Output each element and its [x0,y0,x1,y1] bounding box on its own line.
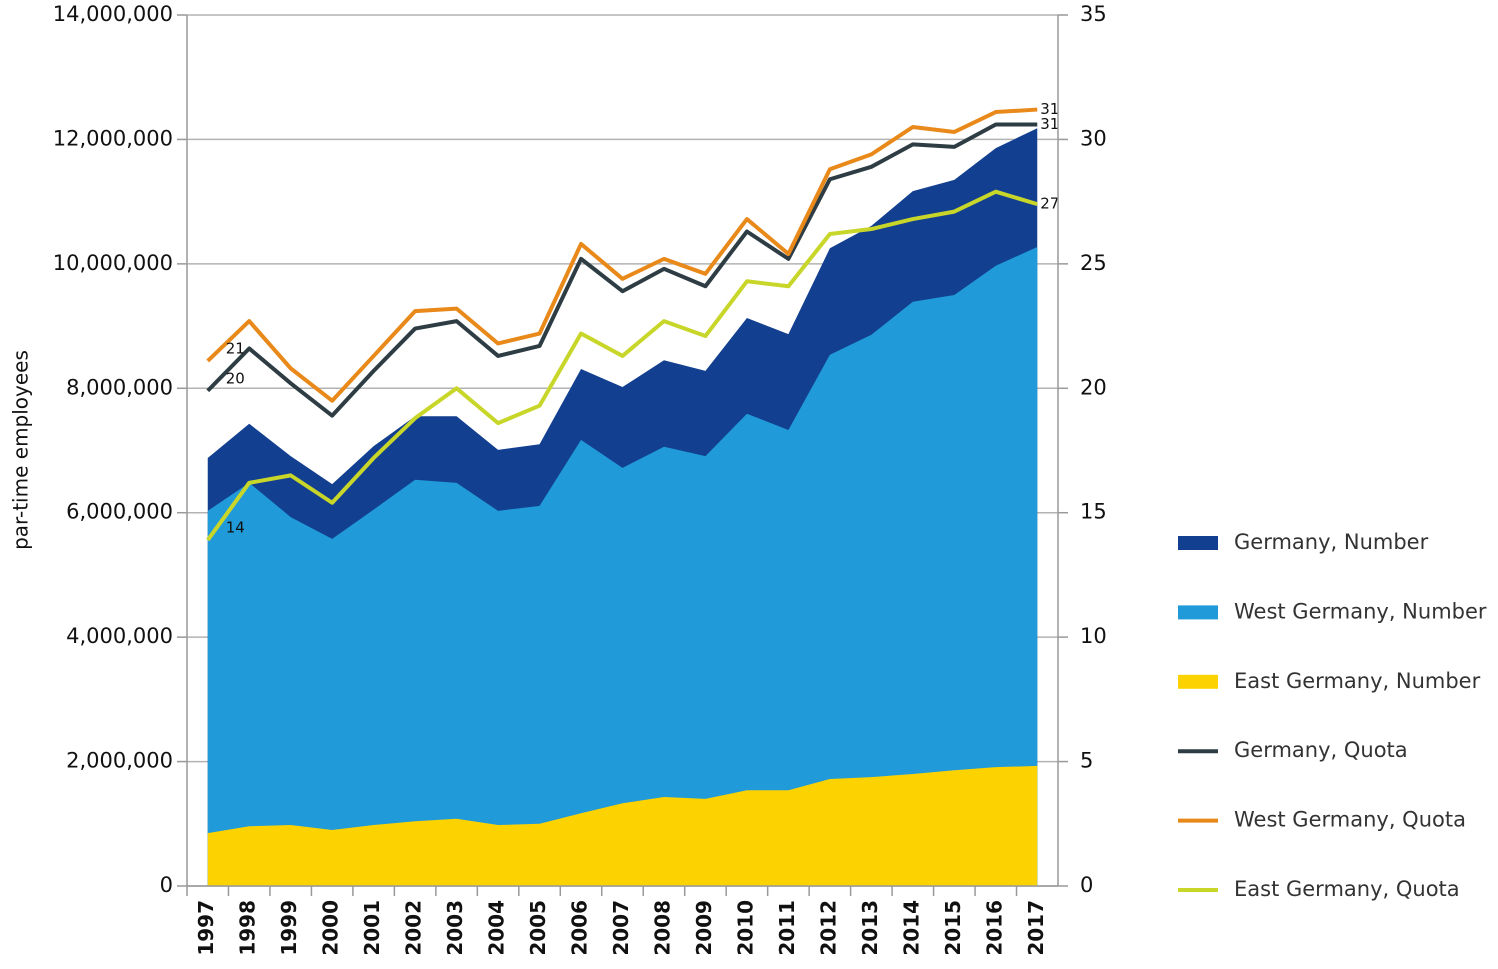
legend-label: East Germany, Quota [1234,877,1460,901]
line [206,107,1038,403]
x-tick-label: 1998 [236,900,260,956]
y2-tick-label: 25 [1080,251,1107,275]
x-tick-label: 2005 [526,900,550,956]
y-tick-label: 12,000,000 [53,126,173,150]
legend-label: Germany, Number [1234,530,1429,554]
y2-tick-label: 5 [1080,749,1093,773]
y-tick-label: 0 [160,873,173,897]
data-label: 31 [1040,100,1059,118]
legend-label: East Germany, Number [1234,669,1481,693]
legend-swatch [1178,674,1218,689]
y-axis-label: par-time employees [9,350,33,550]
x-tick-label: 2017 [1024,900,1048,956]
data-label: 27 [1040,195,1059,213]
area [207,765,1038,886]
legend-swatch [1178,605,1218,620]
x-tick-label: 1997 [194,900,218,956]
x-tick-label: 2002 [402,900,426,956]
y2-tick-label: 20 [1080,375,1107,399]
axes: 0 2,000,000 4,000,000 6,000,000 8,000,000 10,… [53,2,1107,956]
x-tick-label: 2007 [609,900,633,956]
y2-tick-label: 30 [1080,126,1107,150]
x-tick-label: 2015 [941,900,965,956]
x-tick-label: 2003 [443,900,467,956]
area [207,247,1038,887]
legend-label: West Germany, Number [1234,599,1487,623]
y2-tick-label: 15 [1080,500,1107,524]
x-tick-label: 2000 [319,900,343,956]
y-tick-label: 8,000,000 [66,375,173,399]
legend-swatch [1178,536,1218,550]
x-tick-label: 2014 [899,900,923,956]
x-tick-label: 2009 [692,900,716,956]
data-label: 21 [226,339,245,357]
y2-tick-label: 0 [1080,873,1093,897]
legend-label: West Germany, Quota [1234,808,1466,832]
lines: 20 31 21 31 14 27 [206,100,1059,542]
y-tick-label: 14,000,000 [53,2,173,26]
y-tick-label: 6,000,000 [66,500,173,524]
data-label: 14 [226,519,245,537]
x-tick-label: 1999 [277,900,301,956]
x-tick-label: 2001 [360,900,384,956]
x-tick-label: 2008 [650,900,674,956]
x-tick-label: 2013 [858,900,882,956]
x-tick-label: 2010 [733,900,757,956]
x-tick-label: 2016 [982,900,1006,956]
data-label: 20 [226,369,245,387]
line [206,189,1038,542]
y2-tick-label: 10 [1080,624,1107,648]
y-tick-label: 2,000,000 [66,749,173,773]
areas [207,128,1038,887]
x-tick-label: 2012 [816,900,840,956]
data-label: 31 [1040,115,1059,133]
y2-tick-label: 35 [1080,2,1107,26]
y-tick-label: 10,000,000 [53,251,173,275]
y-tick-label: 4,000,000 [66,624,173,648]
legend-label: Germany, Quota [1234,738,1408,762]
x-tick-label: 2006 [568,900,592,956]
x-tick-label: 2011 [775,900,799,956]
line [206,122,1038,418]
x-tick-label: 2004 [485,900,509,956]
